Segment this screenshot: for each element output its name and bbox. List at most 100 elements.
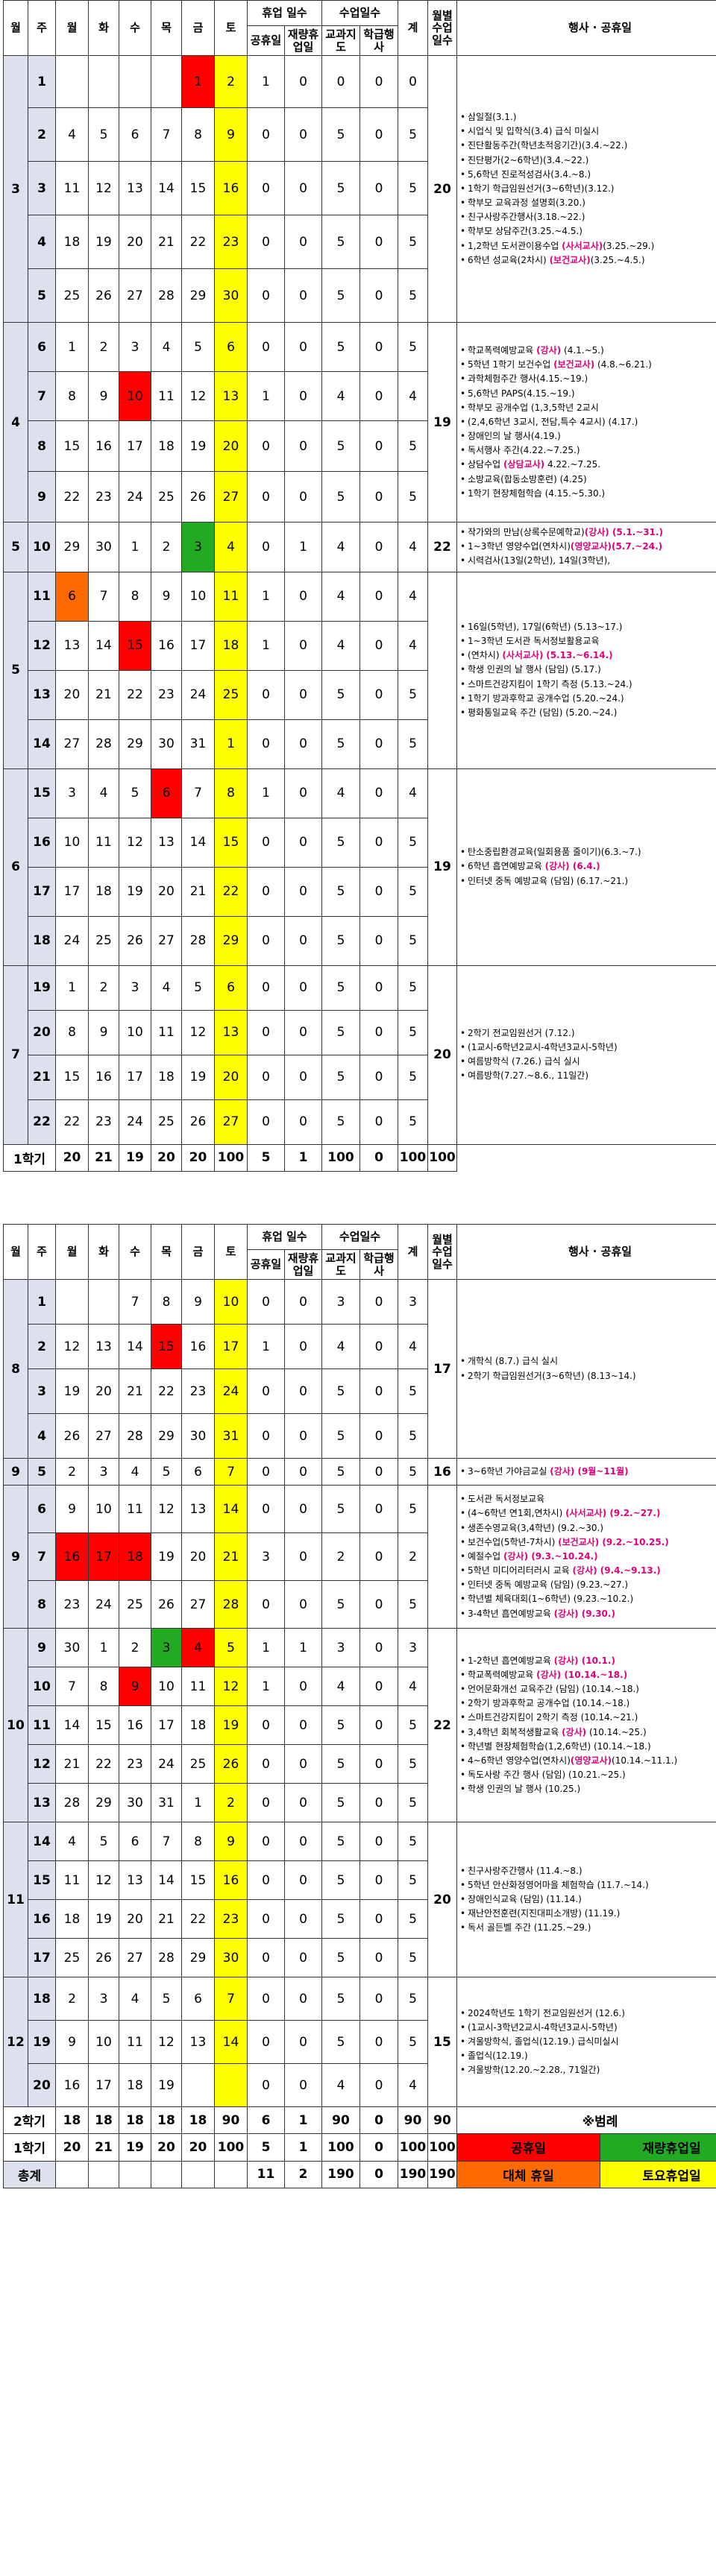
discretionary-count: 0 bbox=[284, 1009, 322, 1055]
curriculum-count: 4 bbox=[321, 1667, 360, 1706]
day-cell: 7 bbox=[181, 768, 215, 818]
day-cell: 11 bbox=[151, 1009, 182, 1055]
curriculum-count: 5 bbox=[321, 719, 360, 769]
sum-day: 20 bbox=[151, 2133, 182, 2162]
week-row: 969101112131400505도서관 독서정보교육(4~6학년 연1회,연… bbox=[3, 1485, 716, 1629]
curriculum-count: 4 bbox=[321, 522, 360, 572]
school-event-count: 0 bbox=[359, 268, 399, 323]
semester2-summary-label: 2학기 bbox=[3, 2106, 56, 2135]
public-holiday-count: 0 bbox=[247, 1977, 285, 2021]
day-cell: 9 bbox=[88, 371, 119, 421]
monthly-days-header: 월별수업일수 bbox=[427, 1224, 458, 1280]
school-event-count: 0 bbox=[359, 1938, 399, 1977]
discretionary-count: 0 bbox=[284, 1860, 322, 1900]
day-cell: 16 bbox=[214, 161, 248, 215]
holiday-days-header: 휴업 일수 bbox=[247, 1224, 322, 1250]
week-row: 16 18 19 20 21 22 23 0 0 5 0 5 bbox=[4, 1899, 716, 1939]
week-number: 7 bbox=[28, 371, 56, 421]
day-cell: 11 bbox=[55, 161, 89, 215]
event-tag: (강사) (9.30.) bbox=[553, 1608, 615, 1619]
event-item: 1학기 방과후학교 공개수업 (5.20.~24.) bbox=[460, 692, 716, 706]
event-item: 장애인식교육 (담임) (11.14.) bbox=[460, 1892, 716, 1907]
day-cell: 14 bbox=[151, 161, 182, 215]
month-header: 월 bbox=[3, 1224, 28, 1280]
discretionary-count: 0 bbox=[284, 471, 322, 523]
discretionary-count: 0 bbox=[284, 1324, 322, 1369]
week-row: 6153456781040419탄소중립환경교육(일회용품 줄이기)(6.3.~… bbox=[3, 768, 716, 966]
week-number: 1 bbox=[28, 55, 56, 108]
day-cell: 29 bbox=[181, 1938, 215, 1977]
discretionary-count: 0 bbox=[284, 719, 322, 769]
discretionary-count: 0 bbox=[284, 1977, 322, 2021]
day-cell: 8 bbox=[151, 1279, 182, 1325]
day-cell: 14 bbox=[119, 1324, 151, 1369]
event-item: 탄소중립환경교육(일회용품 줄이기)(6.3.~7.) bbox=[460, 845, 716, 859]
day-cell: 31 bbox=[181, 719, 215, 769]
events-cell: 도서관 독서정보교육(4~6학년 연1회,연차시) (사서교사) (9.2.~2… bbox=[456, 1485, 716, 1629]
event-item: 5학년 1학기 보건수업 (보건교사) (4.8.~6.21.) bbox=[460, 358, 716, 372]
sum-monthly: 100 bbox=[427, 2133, 458, 2162]
week-total: 5 bbox=[398, 1977, 429, 2021]
event-tag: (강사) bbox=[562, 1726, 587, 1737]
week-number: 2 bbox=[28, 107, 56, 162]
day-cell: 18 bbox=[88, 866, 119, 917]
sum-day: 20 bbox=[55, 2133, 89, 2162]
discretionary-count: 0 bbox=[284, 55, 322, 108]
day-cell: 9 bbox=[119, 1667, 151, 1706]
monthly-days: 20 bbox=[427, 1822, 458, 1977]
day-cell: 25 bbox=[55, 268, 89, 323]
events-cell: 작가와의 만남(상록수문예학교)(강사) (5.1.~31.)1~3학년 영양수… bbox=[456, 522, 716, 572]
curriculum-count: 5 bbox=[321, 1485, 360, 1533]
event-item: 예절수업 (강사) (9.3.~10.24.) bbox=[460, 1550, 716, 1564]
public-holiday-count: 0 bbox=[247, 1099, 285, 1145]
legend-public-holiday: 공휴일 bbox=[457, 2133, 601, 2162]
week-row: 12 21 22 23 24 25 26 0 0 5 0 5 bbox=[4, 1744, 716, 1784]
week-row: 71912345600505202학기 전교임원선거 (7.12.)(1교시-6… bbox=[3, 965, 716, 1145]
week-row: 109301234511303221-2학년 흡연예방교육 (강사) (10.1… bbox=[3, 1628, 716, 1822]
semester1-summary-repeat-label: 1학기 bbox=[3, 2133, 56, 2162]
day-cell: 7 bbox=[214, 1458, 248, 1486]
curriculum-count: 5 bbox=[321, 1938, 360, 1977]
day-cell: 16 bbox=[119, 1705, 151, 1745]
day-cell: 27 bbox=[214, 471, 248, 523]
event-tag: (강사) (6.4.) bbox=[544, 861, 600, 872]
total-total: 190 bbox=[398, 2160, 429, 2189]
day-cell: 13 bbox=[151, 817, 182, 868]
week-row: 8 23 24 25 26 27 28 0 0 5 0 5 bbox=[4, 1580, 716, 1629]
week-total: 5 bbox=[398, 1938, 429, 1977]
events-cell: 2024학년도 1학기 전교임원선거 (12.6.)(1교시-3학년2교시-4학… bbox=[456, 1977, 716, 2107]
day-cell: 3 bbox=[119, 322, 151, 372]
day-cell: 7 bbox=[214, 1977, 248, 2021]
day-cell: 22 bbox=[214, 866, 248, 917]
monthly-days bbox=[427, 1485, 458, 1629]
week-row: 15 11 12 13 14 15 16 0 0 5 0 5 bbox=[4, 1860, 716, 1900]
event-item: 생존수영교육(3,4학년) (9.2.~30.) bbox=[460, 1521, 716, 1535]
month-cell: 5 bbox=[3, 522, 28, 572]
day-cell: 22 bbox=[55, 1099, 89, 1145]
week-row: 16 10 11 12 13 14 15 0 0 5 0 5 bbox=[4, 817, 716, 868]
day-cell: 29 bbox=[214, 915, 248, 966]
day-cell: 18 bbox=[151, 420, 182, 472]
week-number: 15 bbox=[28, 1860, 56, 1900]
day-cell: 28 bbox=[88, 719, 119, 769]
day-cell: 21 bbox=[119, 1368, 151, 1414]
event-item: 학년별 체육대회(1~6학년) (9.23.~10.2.) bbox=[460, 1592, 716, 1606]
week-row: 21 15 16 17 18 19 20 0 0 5 0 5 bbox=[4, 1054, 716, 1100]
week-number: 14 bbox=[28, 719, 56, 769]
day-cell: 12 bbox=[181, 1009, 215, 1055]
month-header: 월 bbox=[3, 0, 28, 56]
day-cell: 10 bbox=[88, 2020, 119, 2064]
events-list: 16일(5학년), 17일(6학년) (5.13~17.)1~3학년 도서관 독… bbox=[460, 620, 716, 721]
day-cell: 4 bbox=[181, 1628, 215, 1667]
sum-day: 19 bbox=[119, 2133, 151, 2162]
week-row: 510293012340140422작가와의 만남(상록수문예학교)(강사) (… bbox=[3, 522, 716, 572]
events-list: 1-2학년 흡연예방교육 (강사) (10.1.)학교폭력예방교육 (강사) (… bbox=[460, 1654, 716, 1797]
week-row: 31121000020삼일절(3.1.)시업식 및 입학식(3.4) 급식 미실… bbox=[3, 55, 716, 323]
week-total: 5 bbox=[398, 2020, 429, 2064]
day-cell: 17 bbox=[151, 1705, 182, 1745]
public-holiday-count: 0 bbox=[247, 522, 285, 572]
week-total: 5 bbox=[398, 866, 429, 917]
events-cell: 16일(5학년), 17일(6학년) (5.13~17.)1~3학년 도서관 독… bbox=[456, 571, 716, 769]
public-holiday-count: 0 bbox=[247, 1860, 285, 1900]
week-number: 8 bbox=[28, 1580, 56, 1629]
